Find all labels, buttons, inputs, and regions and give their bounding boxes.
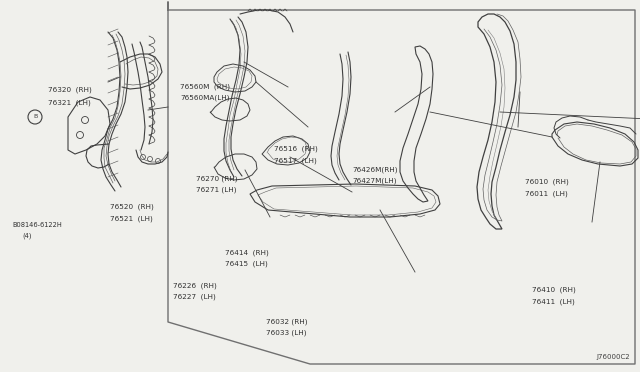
- Text: 76426M(RH): 76426M(RH): [352, 166, 397, 173]
- Text: 76521  (LH): 76521 (LH): [110, 215, 153, 222]
- Text: 76516  (RH): 76516 (RH): [274, 145, 317, 152]
- Text: 76011  (LH): 76011 (LH): [525, 190, 568, 197]
- Text: 76270 (RH): 76270 (RH): [196, 175, 237, 182]
- Text: 76271 (LH): 76271 (LH): [196, 186, 236, 193]
- Text: 76427M(LH): 76427M(LH): [352, 177, 397, 184]
- Text: 76227  (LH): 76227 (LH): [173, 294, 216, 300]
- Text: 76414  (RH): 76414 (RH): [225, 250, 269, 256]
- Text: 76033 (LH): 76033 (LH): [266, 330, 306, 336]
- Text: 76410  (RH): 76410 (RH): [532, 287, 576, 294]
- Text: 76517  (LH): 76517 (LH): [274, 157, 317, 164]
- Text: B08146-6122H: B08146-6122H: [13, 222, 63, 228]
- Text: 76560MA(LH): 76560MA(LH): [180, 94, 230, 101]
- Text: 76520  (RH): 76520 (RH): [110, 203, 154, 210]
- Text: (4): (4): [22, 233, 32, 240]
- Text: 76560M  (RH): 76560M (RH): [180, 83, 230, 90]
- Text: 76320  (RH): 76320 (RH): [48, 86, 92, 93]
- Text: J76000C2: J76000C2: [596, 354, 630, 360]
- Text: B: B: [33, 115, 37, 119]
- Text: 76321  (LH): 76321 (LH): [48, 99, 91, 106]
- Text: 76411  (LH): 76411 (LH): [532, 298, 575, 305]
- Text: 76032 (RH): 76032 (RH): [266, 318, 307, 325]
- Text: 76415  (LH): 76415 (LH): [225, 261, 268, 267]
- Text: 76010  (RH): 76010 (RH): [525, 178, 568, 185]
- Text: 76226  (RH): 76226 (RH): [173, 282, 216, 289]
